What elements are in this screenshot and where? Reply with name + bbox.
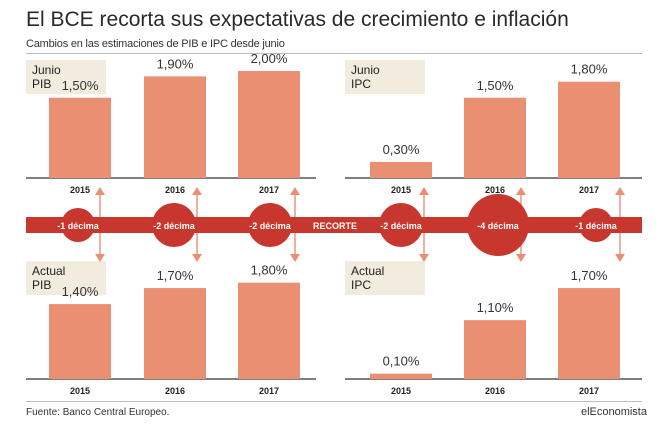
- cut-circle: [467, 194, 529, 256]
- arrow-head-up: [192, 187, 202, 195]
- x-tick-label: 2017: [259, 386, 279, 396]
- cut-label: -1 décima: [575, 221, 618, 231]
- cut-circle: [152, 203, 196, 247]
- arrow-head-down: [615, 254, 625, 262]
- x-tick-label: 2015: [391, 185, 411, 195]
- x-tick-label: 2017: [259, 185, 279, 195]
- panel-label-line: IPC: [351, 278, 371, 292]
- cut-label: -1 décima: [57, 221, 100, 231]
- panel-label-box: [26, 60, 106, 94]
- panel-label-box: [26, 261, 106, 295]
- data-label: 1,70%: [157, 268, 194, 283]
- bar: [144, 288, 206, 379]
- x-tick-label: 2016: [485, 386, 505, 396]
- panel-label-line: PIB: [32, 77, 51, 91]
- bar: [144, 76, 206, 178]
- data-label: 1,70%: [571, 268, 608, 283]
- x-tick-label: 2017: [579, 386, 599, 396]
- bar: [49, 97, 111, 178]
- bar: [558, 288, 620, 379]
- page-title: El BCE recorta sus expectativas de creci…: [26, 8, 569, 31]
- x-tick-label: 2015: [391, 386, 411, 396]
- x-tick-label: 2015: [70, 386, 90, 396]
- bar: [370, 161, 432, 178]
- bar: [238, 282, 300, 379]
- panel-label-box: [345, 261, 425, 295]
- cut-circle: [579, 208, 613, 242]
- arrow-head-up: [95, 187, 105, 195]
- source-note: Fuente: Banco Central Europeo.: [26, 407, 170, 418]
- data-label: 1,50%: [477, 78, 514, 93]
- x-tick-label: 2016: [485, 185, 505, 195]
- data-label: 1,80%: [571, 62, 608, 77]
- arrow-head-down: [516, 254, 526, 262]
- x-tick-label: 2017: [579, 185, 599, 195]
- panel-label-line: PIB: [32, 278, 51, 292]
- arrow-head-up: [419, 187, 429, 195]
- panel-label-box: [345, 60, 425, 94]
- panel-label-line: Junio: [32, 63, 61, 77]
- bar: [464, 320, 526, 379]
- arrow-head-up: [290, 187, 300, 195]
- x-tick-label: 2016: [165, 185, 185, 195]
- footer-divider: [26, 401, 642, 402]
- data-label: 1,80%: [251, 263, 288, 278]
- cut-label: -2 décima: [153, 221, 196, 231]
- data-label: 0,30%: [383, 142, 420, 157]
- cut-label: -4 décima: [477, 221, 520, 231]
- arrow-head-down: [95, 254, 105, 262]
- bar: [370, 373, 432, 379]
- cut-circle: [61, 208, 95, 242]
- arrow-head-up: [516, 187, 526, 195]
- cut-circle: [379, 203, 423, 247]
- data-label: 2,00%: [251, 51, 288, 66]
- cut-label: -2 décima: [380, 221, 423, 231]
- bar: [558, 81, 620, 178]
- panel-label-line: Actual: [32, 264, 65, 278]
- arrow-head-down: [419, 254, 429, 262]
- arrow-head-up: [615, 187, 625, 195]
- panel-label-line: IPC: [351, 77, 371, 91]
- data-label: 1,50%: [62, 78, 99, 93]
- bar: [464, 97, 526, 178]
- bar: [49, 304, 111, 379]
- cut-label: -2 décima: [249, 221, 292, 231]
- x-tick-label: 2015: [70, 185, 90, 195]
- panel-label-line: Junio: [351, 63, 380, 77]
- arrow-head-down: [192, 254, 202, 262]
- header-divider: [26, 53, 642, 54]
- brand-logo: elEconomista: [580, 406, 647, 418]
- arrow-head-down: [290, 254, 300, 262]
- band-label: RECORTE: [313, 221, 357, 231]
- bar: [238, 71, 300, 178]
- data-label: 1,10%: [477, 300, 514, 315]
- page-subtitle: Cambios en las estimaciones de PIB e IPC…: [26, 38, 285, 50]
- data-label: 1,90%: [157, 56, 194, 71]
- cut-circle: [248, 203, 292, 247]
- x-tick-label: 2016: [165, 386, 185, 396]
- data-label: 0,10%: [383, 354, 420, 369]
- panel-label-line: Actual: [351, 264, 384, 278]
- data-label: 1,40%: [62, 284, 99, 299]
